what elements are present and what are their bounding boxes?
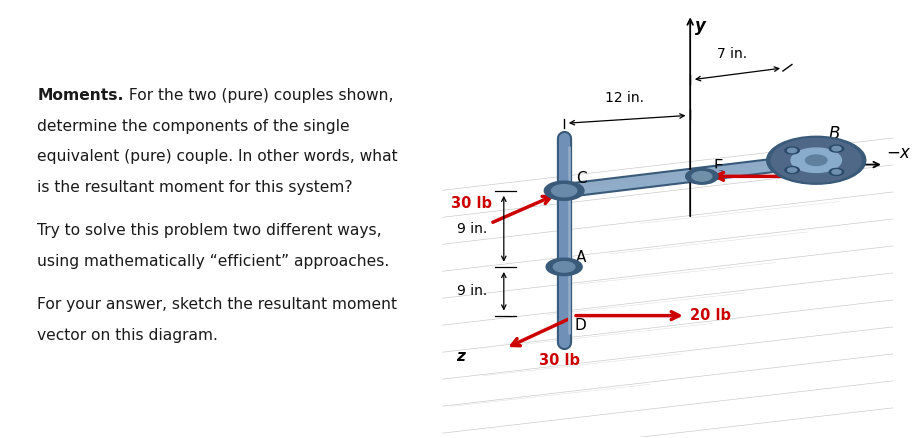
Circle shape [785,166,800,173]
Text: A: A [576,250,586,265]
Text: 7 in.: 7 in. [717,47,747,61]
Text: For your answer, sketch the resultant moment: For your answer, sketch the resultant mo… [38,297,397,312]
Text: determine the components of the single: determine the components of the single [38,119,350,134]
Text: z: z [456,349,465,364]
Text: y: y [695,17,705,35]
Text: 9 in.: 9 in. [458,284,488,298]
Circle shape [767,136,866,184]
Circle shape [791,148,842,173]
Text: Moments.: Moments. [38,88,124,103]
Text: D: D [575,318,587,333]
Text: For the two (pure) couples shown,: For the two (pure) couples shown, [124,88,393,103]
Circle shape [692,172,712,181]
Text: using mathematically “efficient” approaches.: using mathematically “efficient” approac… [38,254,390,269]
Text: 30 lb: 30 lb [539,353,580,367]
Circle shape [545,181,584,200]
Circle shape [553,261,575,272]
Circle shape [551,185,577,197]
Text: E: E [713,159,724,174]
Circle shape [547,258,582,276]
Text: Try to solve this problem two different ways,: Try to solve this problem two different … [38,223,382,238]
Text: $-x$: $-x$ [887,145,912,162]
Circle shape [832,146,841,151]
Text: is the resultant moment for this system?: is the resultant moment for this system? [38,180,353,195]
Circle shape [785,147,800,154]
Text: vector on this diagram.: vector on this diagram. [38,328,218,343]
Circle shape [788,148,797,152]
Text: C: C [576,171,587,186]
Circle shape [832,170,841,174]
Text: 12 in.: 12 in. [605,91,644,105]
Text: 30 lb: 30 lb [451,196,492,211]
Circle shape [788,168,797,172]
Circle shape [829,145,844,152]
Text: equivalent (pure) couple. In other words, what: equivalent (pure) couple. In other words… [38,149,398,164]
Circle shape [829,169,844,175]
Circle shape [686,169,718,184]
Text: 20 lb: 20 lb [792,169,833,184]
Text: 9 in.: 9 in. [458,222,488,236]
Circle shape [771,138,861,182]
Text: 20 lb: 20 lb [691,308,731,323]
Circle shape [805,155,827,166]
Text: B: B [829,125,840,143]
